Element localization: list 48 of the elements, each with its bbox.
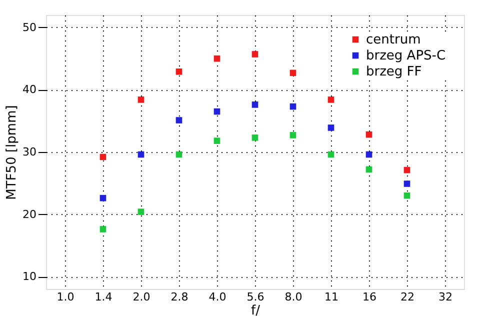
point — [138, 151, 144, 158]
point — [328, 124, 334, 131]
point — [252, 102, 258, 108]
point — [100, 154, 106, 160]
y-tick-label: 50 — [22, 20, 36, 34]
point — [252, 134, 258, 141]
y-tick-label: 20 — [22, 208, 36, 221]
y-tick-label: 10 — [22, 270, 36, 284]
point — [176, 117, 182, 124]
point — [252, 51, 258, 58]
y-axis-title: MTF50 [lpmm] — [4, 105, 20, 200]
point — [290, 132, 296, 138]
x-tick-label: 2.0 — [132, 290, 150, 304]
x-tick-label: 32 — [438, 290, 452, 304]
x-axis-title: f/ — [251, 304, 261, 318]
x-tick-label: 1.0 — [56, 290, 74, 304]
x-tick-label: 16 — [362, 290, 376, 304]
point — [366, 166, 372, 173]
point — [290, 70, 296, 76]
point — [328, 96, 334, 103]
point — [138, 208, 144, 215]
point — [328, 151, 334, 158]
point — [100, 226, 106, 232]
point — [366, 151, 372, 158]
point — [176, 68, 182, 75]
point — [214, 108, 220, 115]
x-tick-label: 22 — [400, 290, 414, 304]
point — [100, 194, 106, 202]
point — [138, 96, 144, 103]
legend-label: brzeg APS-C — [366, 48, 446, 64]
legend-label: centrum — [366, 32, 421, 48]
y-tick-label: 30 — [22, 146, 36, 158]
legend-label: brzeg FF — [366, 64, 422, 80]
point — [366, 131, 372, 138]
x-tick-label: 1.4 — [94, 290, 112, 304]
point — [404, 192, 410, 199]
x-tick-label: 2.8 — [170, 290, 188, 304]
point — [214, 55, 220, 62]
x-tick-label: 8.0 — [284, 290, 302, 304]
x-tick-label: 11 — [324, 290, 338, 304]
point — [404, 180, 410, 187]
point — [404, 166, 410, 174]
point — [214, 138, 220, 144]
point — [176, 151, 182, 158]
point — [290, 103, 296, 110]
x-tick-label: 5.6 — [246, 290, 264, 304]
y-tick-label: 40 — [22, 83, 36, 96]
x-tick-label: 4.0 — [208, 290, 226, 304]
